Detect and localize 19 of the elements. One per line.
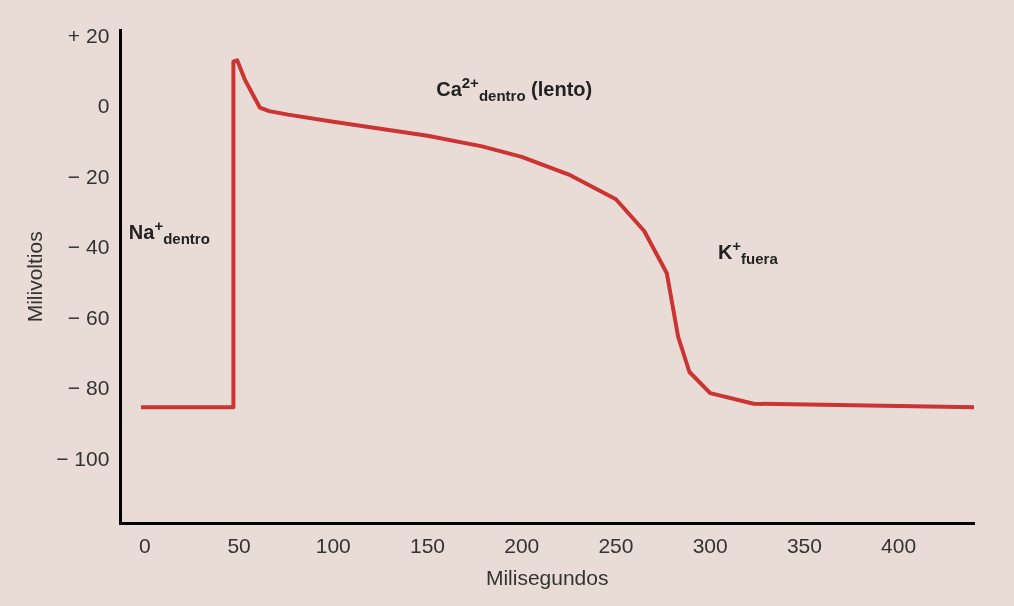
y-tick-label: 0 [97, 94, 110, 118]
x-tick-label: 100 [315, 534, 351, 557]
x-tick-label: 150 [409, 534, 446, 557]
x-axis-title: Milisegundos [485, 566, 609, 590]
y-tick-label: − 100 [56, 446, 110, 470]
x-tick-label: 0 [138, 534, 151, 557]
x-tick-label: 350 [786, 534, 822, 557]
x-tick-label: 200 [504, 534, 540, 557]
y-tick-label: − 20 [67, 164, 110, 188]
y-tick-label: − 80 [67, 376, 110, 400]
x-tick-label: 250 [598, 534, 634, 557]
y-tick-label: + 20 [67, 23, 110, 47]
annotation: Ca$^{2+}$$_{dentro}$ (lento) [436, 74, 593, 105]
y-tick-label: − 40 [67, 235, 110, 259]
x-tick-label: 50 [227, 534, 251, 557]
y-tick-label: − 60 [67, 305, 110, 329]
y-axis-title: Milivoltios [23, 231, 47, 323]
x-tick-label: 400 [881, 534, 917, 557]
x-tick-label: 300 [692, 534, 728, 557]
